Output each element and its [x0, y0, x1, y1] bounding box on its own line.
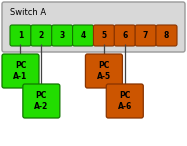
- FancyBboxPatch shape: [2, 2, 185, 52]
- Text: PC
A-2: PC A-2: [34, 91, 48, 111]
- FancyBboxPatch shape: [135, 25, 156, 46]
- Text: Switch A: Switch A: [10, 8, 46, 17]
- Text: 6: 6: [122, 31, 127, 40]
- Text: 5: 5: [101, 31, 106, 40]
- FancyBboxPatch shape: [73, 25, 94, 46]
- Text: 7: 7: [143, 31, 148, 40]
- Text: 8: 8: [164, 31, 169, 40]
- FancyBboxPatch shape: [10, 25, 31, 46]
- FancyBboxPatch shape: [23, 84, 60, 118]
- FancyBboxPatch shape: [31, 25, 52, 46]
- FancyBboxPatch shape: [106, 84, 143, 118]
- FancyBboxPatch shape: [52, 25, 73, 46]
- FancyBboxPatch shape: [2, 54, 39, 88]
- Text: PC
A-1: PC A-1: [13, 61, 28, 81]
- FancyBboxPatch shape: [156, 25, 177, 46]
- Text: PC
A-5: PC A-5: [97, 61, 111, 81]
- FancyBboxPatch shape: [94, 25, 114, 46]
- Text: 1: 1: [18, 31, 23, 40]
- FancyBboxPatch shape: [85, 54, 122, 88]
- FancyBboxPatch shape: [114, 25, 135, 46]
- Text: 3: 3: [60, 31, 65, 40]
- Text: PC
A-6: PC A-6: [118, 91, 132, 111]
- Text: 2: 2: [39, 31, 44, 40]
- Text: 4: 4: [80, 31, 86, 40]
